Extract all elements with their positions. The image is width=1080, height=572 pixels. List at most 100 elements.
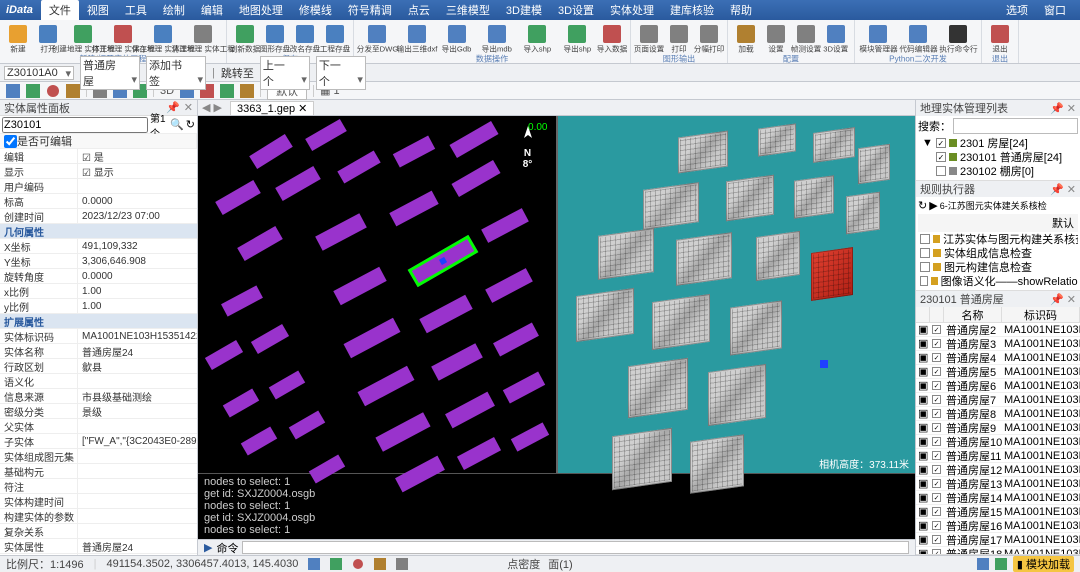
list-row[interactable]: ▣✓普通房屋14MA1001NE103H1535... xyxy=(916,491,1080,505)
bookmark-select[interactable]: 添加书签 xyxy=(146,56,206,90)
property-row[interactable]: 实体组成图元集 xyxy=(0,449,197,464)
menu-item[interactable]: 绘制 xyxy=(155,0,193,20)
layer-name-select[interactable]: 普通房屋 xyxy=(80,56,140,90)
viewport-3d[interactable]: 相机高度：373.11米 xyxy=(556,116,916,473)
toolbar-button[interactable]: 改名存盘 xyxy=(291,22,319,54)
building-2d[interactable] xyxy=(358,366,415,406)
building-2d[interactable] xyxy=(205,340,243,370)
command-input[interactable] xyxy=(242,541,909,554)
building-3d[interactable] xyxy=(652,294,710,350)
viewport-2d[interactable]: N 8° 0.00 xyxy=(198,116,556,473)
toolbar-button[interactable]: 清理地理 实体工程 xyxy=(184,22,222,54)
toolbar-button[interactable]: 导入数据 xyxy=(598,22,626,54)
building-3d[interactable] xyxy=(708,364,766,426)
status-icon[interactable] xyxy=(374,558,386,570)
property-row[interactable]: Y坐标3,306,646.908 xyxy=(0,254,197,269)
toolbar-button[interactable]: 3D设置 xyxy=(822,22,850,54)
status-icon[interactable] xyxy=(352,558,364,570)
property-row[interactable]: 密级分类景级 xyxy=(0,404,197,419)
building-3d[interactable] xyxy=(811,247,853,301)
property-row[interactable]: 父实体 xyxy=(0,419,197,434)
menu-item[interactable]: 3D设置 xyxy=(550,0,602,20)
property-row[interactable]: x比例1.00 xyxy=(0,284,197,299)
menu-item[interactable]: 实体处理 xyxy=(602,0,662,20)
list-row[interactable]: ▣✓普通房屋7MA1001NE103H1535... xyxy=(916,393,1080,407)
building-2d[interactable] xyxy=(431,343,483,381)
toolbar-button[interactable]: 打印 xyxy=(665,22,693,54)
building-3d[interactable] xyxy=(846,192,880,235)
menu-item[interactable]: 修模线 xyxy=(291,0,340,20)
rule-select[interactable]: 6-江苏图元实体建关系核检 xyxy=(940,199,1078,212)
building-2d[interactable] xyxy=(457,437,501,470)
property-row[interactable]: 子实体["FW_A","{3C2043E0-2897-... xyxy=(0,434,197,449)
rule-item[interactable]: 实体组成信息检查 xyxy=(918,246,1078,260)
property-row[interactable]: 旋转角度0.0000 xyxy=(0,269,197,284)
tool-icon[interactable] xyxy=(6,84,20,98)
list-row[interactable]: ▣✓普通房屋10MA1001NE103H1535... xyxy=(916,435,1080,449)
menu-item[interactable]: 地图处理 xyxy=(231,0,291,20)
building-2d[interactable] xyxy=(408,235,479,287)
building-2d[interactable] xyxy=(389,191,438,227)
building-3d[interactable] xyxy=(690,434,744,494)
module-load-badge[interactable]: ▮ 模块加载 xyxy=(1013,556,1074,572)
list-row[interactable]: ▣✓普通房屋5MA1001NE103H1535... xyxy=(916,365,1080,379)
toolbar-button[interactable]: 帧测设置 xyxy=(792,22,820,54)
menu-item[interactable]: 文件 xyxy=(41,0,79,20)
menu-item[interactable]: 视图 xyxy=(79,0,117,20)
property-row[interactable]: 语义化 xyxy=(0,374,197,389)
building-2d[interactable] xyxy=(275,166,321,201)
list-row[interactable]: ▣✓普通房屋11MA1001NE103H1535... xyxy=(916,449,1080,463)
property-row[interactable]: 行政区划歙县 xyxy=(0,359,197,374)
building-2d[interactable] xyxy=(251,324,289,354)
property-row[interactable]: 实体名称普通房屋24 xyxy=(0,344,197,359)
menu-item[interactable]: 建库核验 xyxy=(662,0,722,20)
menu-item[interactable]: 点云 xyxy=(400,0,438,20)
rule-item[interactable]: 图像语义化——showRelationMap... xyxy=(918,274,1078,288)
building-2d[interactable] xyxy=(337,150,380,183)
property-row[interactable]: 标高0.0000 xyxy=(0,194,197,209)
tool-icon[interactable] xyxy=(26,84,40,98)
toolbar-button[interactable]: 导出shp xyxy=(558,22,596,54)
building-3d[interactable] xyxy=(858,144,890,184)
pin-icon[interactable]: 📌 xyxy=(1050,183,1064,196)
menu-item[interactable]: 窗口 xyxy=(1036,0,1074,20)
property-row[interactable]: X坐标491,109,332 xyxy=(0,239,197,254)
property-row[interactable]: 实体标识码MA1001NE103H15351422... xyxy=(0,329,197,344)
building-2d[interactable] xyxy=(315,213,367,251)
building-3d[interactable] xyxy=(794,175,834,219)
toolbar-button[interactable]: 分发至DWG xyxy=(358,22,396,54)
building-2d[interactable] xyxy=(419,295,472,334)
close-icon[interactable]: ✕ xyxy=(1067,293,1076,306)
document-tab[interactable]: 3363_1.gep ✕ xyxy=(230,101,314,115)
property-row[interactable]: 符注 xyxy=(0,479,197,494)
list-row[interactable]: ▣✓普通房屋15MA1001NE103H1535... xyxy=(916,505,1080,519)
toolbar-button[interactable]: 图形存盘 xyxy=(261,22,289,54)
property-row[interactable]: 复杂关系 xyxy=(0,524,197,539)
building-2d[interactable] xyxy=(237,226,283,261)
default-button[interactable]: 默认 xyxy=(1052,218,1074,230)
rule-item[interactable]: 江苏实体与图元构建关系核查 xyxy=(918,232,1078,246)
rule-item[interactable]: 图元构建信息检查 xyxy=(918,260,1078,274)
building-2d[interactable] xyxy=(451,160,500,197)
status-icon[interactable] xyxy=(330,558,342,570)
entity-search-input[interactable] xyxy=(953,118,1078,134)
play-icon[interactable]: ▶ xyxy=(204,541,212,554)
tool-icon[interactable] xyxy=(66,84,80,98)
property-row[interactable]: 基础构元 xyxy=(0,464,197,479)
status-icon[interactable] xyxy=(308,558,320,570)
building-2d[interactable] xyxy=(269,370,305,399)
building-3d[interactable] xyxy=(643,182,699,230)
search-input[interactable] xyxy=(2,117,148,133)
close-icon[interactable]: ✕ xyxy=(184,101,193,114)
tree-node[interactable]: 230102 棚房[0] xyxy=(918,164,1078,178)
tool-icon[interactable] xyxy=(46,84,60,98)
building-3d[interactable] xyxy=(612,428,672,490)
toolbar-button[interactable]: 设置 xyxy=(762,22,790,54)
building-2d[interactable] xyxy=(333,267,386,306)
building-2d[interactable] xyxy=(511,422,549,451)
list-row[interactable]: ▣✓普通房屋3MA1001NE103H1535... xyxy=(916,337,1080,351)
list-row[interactable]: ▣✓普通房屋12MA1001NE103H1535... xyxy=(916,463,1080,477)
building-3d[interactable] xyxy=(726,175,774,222)
property-row[interactable]: 显示☑ 显示 xyxy=(0,164,197,179)
toolbar-button[interactable]: 执行命令行 xyxy=(939,22,977,54)
